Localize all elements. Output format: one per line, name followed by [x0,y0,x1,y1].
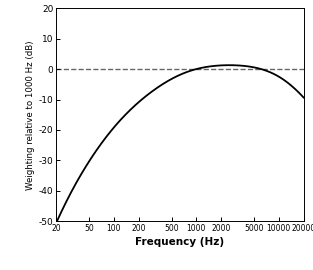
Y-axis label: Weighting relative to 1000 Hz (dB): Weighting relative to 1000 Hz (dB) [26,40,35,190]
X-axis label: Frequency (Hz): Frequency (Hz) [136,237,224,247]
